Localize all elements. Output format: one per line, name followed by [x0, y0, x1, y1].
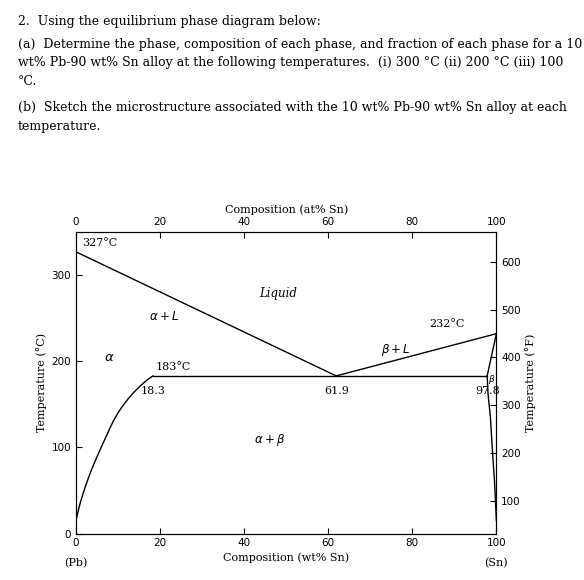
- Text: (Sn): (Sn): [485, 558, 508, 568]
- Text: 183°C: 183°C: [156, 361, 191, 372]
- Text: $\beta + L$: $\beta + L$: [381, 342, 411, 358]
- Text: 232°C: 232°C: [429, 320, 464, 329]
- Text: 327°C: 327°C: [82, 238, 117, 248]
- Text: $\alpha$: $\alpha$: [105, 351, 115, 364]
- Text: 2.  Using the equilibrium phase diagram below:: 2. Using the equilibrium phase diagram b…: [18, 14, 320, 27]
- Text: 97.8: 97.8: [475, 386, 499, 396]
- Text: (b)  Sketch the microstructure associated with the 10 wt% Pb-90 wt% Sn alloy at : (b) Sketch the microstructure associated…: [18, 102, 566, 133]
- X-axis label: Composition (wt% Sn): Composition (wt% Sn): [223, 553, 349, 563]
- Text: $\beta$: $\beta$: [488, 373, 496, 386]
- X-axis label: Composition (at% Sn): Composition (at% Sn): [224, 204, 348, 215]
- Text: (a)  Determine the phase, composition of each phase, and fraction of each phase : (a) Determine the phase, composition of …: [18, 38, 582, 88]
- Text: $\alpha + L$: $\alpha + L$: [150, 310, 179, 323]
- Y-axis label: Temperature (°C): Temperature (°C): [36, 334, 47, 432]
- Text: (Pb): (Pb): [64, 558, 88, 568]
- Text: 18.3: 18.3: [140, 386, 165, 396]
- Text: 61.9: 61.9: [324, 386, 349, 396]
- Y-axis label: Temperature (°F): Temperature (°F): [525, 334, 536, 432]
- Text: Liquid: Liquid: [259, 287, 297, 300]
- Text: $\alpha + \beta$: $\alpha + \beta$: [253, 432, 285, 448]
